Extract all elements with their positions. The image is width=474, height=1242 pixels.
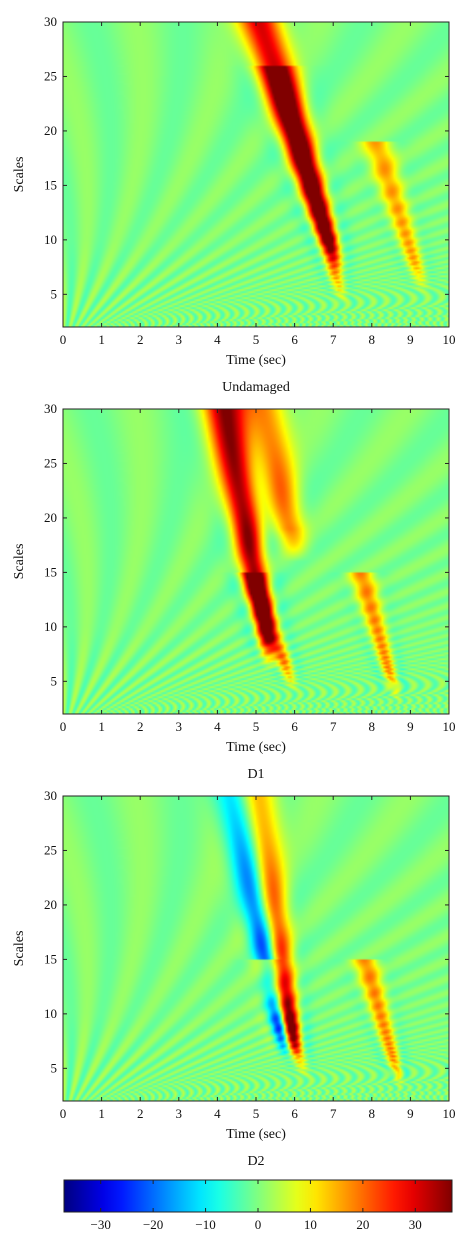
panel-caption: D2 xyxy=(247,1154,264,1169)
x-tick-label: 9 xyxy=(407,719,414,734)
x-tick-label: 8 xyxy=(369,1106,376,1121)
x-tick-label: 4 xyxy=(214,332,221,347)
x-tick-label: 1 xyxy=(98,719,105,734)
y-axis-label: Scales xyxy=(12,931,27,967)
x-tick-label: 4 xyxy=(214,1106,221,1121)
x-tick-label: 3 xyxy=(176,332,183,347)
y-axis-label: Scales xyxy=(12,157,27,193)
x-tick-label: 2 xyxy=(137,332,144,347)
x-tick-label: 10 xyxy=(443,1106,456,1121)
colorbar-tick-label: −30 xyxy=(91,1217,111,1232)
y-tick-label: 10 xyxy=(44,1006,57,1021)
x-tick-label: 2 xyxy=(137,1106,144,1121)
heatmap-panel-3: 0 1 2 3 4 5 6 7 8 9 10 5 10 15 20 25 30 Time (sec) Scales D… xyxy=(12,788,456,1169)
x-tick-label: 10 xyxy=(443,332,456,347)
y-axis-label: Scales xyxy=(12,544,27,580)
heatmap-panel-1: 0 1 2 3 4 5 6 7 8 9 10 5 10 15 20 25 30 Time (sec) Scales U… xyxy=(12,14,456,395)
y-tick-label: 30 xyxy=(44,401,57,416)
colorbar-gradient xyxy=(64,1180,452,1212)
colorbar-tick-label: 30 xyxy=(409,1217,422,1232)
colorbar: −30 −20 −10 0 10 20 30 xyxy=(63,1179,453,1232)
x-tick-label: 5 xyxy=(253,719,260,734)
x-tick-label: 0 xyxy=(60,1106,67,1121)
colorbar-tick-label: −20 xyxy=(143,1217,163,1232)
x-tick-label: 0 xyxy=(60,719,67,734)
y-tick-label: 15 xyxy=(44,564,57,579)
y-tick-label: 25 xyxy=(44,68,57,83)
x-tick-label: 6 xyxy=(291,1106,298,1121)
x-tick-label: 8 xyxy=(369,332,376,347)
y-tick-label: 5 xyxy=(51,673,58,688)
y-tick-label: 20 xyxy=(44,897,57,912)
y-tick-label: 30 xyxy=(44,14,57,29)
y-tick-label: 10 xyxy=(44,619,57,634)
y-tick-label: 25 xyxy=(44,455,57,470)
x-tick-label: 1 xyxy=(98,332,105,347)
y-tick-label: 5 xyxy=(51,286,58,301)
x-tick-label: 3 xyxy=(176,719,183,734)
heatmap-image xyxy=(63,22,449,327)
x-tick-label: 6 xyxy=(291,332,298,347)
x-tick-label: 7 xyxy=(330,1106,337,1121)
x-axis-label: Time (sec) xyxy=(226,1127,286,1142)
x-axis-label: Time (sec) xyxy=(226,353,286,368)
y-tick-label: 15 xyxy=(44,951,57,966)
x-tick-label: 0 xyxy=(60,332,67,347)
y-tick-label: 20 xyxy=(44,510,57,525)
panel-caption: Undamaged xyxy=(222,380,290,395)
y-tick-label: 30 xyxy=(44,788,57,803)
x-tick-label: 4 xyxy=(214,719,221,734)
colorbar-tick-label: 20 xyxy=(356,1217,369,1232)
y-tick-label: 10 xyxy=(44,232,57,247)
y-tick-label: 20 xyxy=(44,123,57,138)
colorbar-tick-label: 10 xyxy=(304,1217,317,1232)
x-tick-label: 2 xyxy=(137,719,144,734)
panel-caption: D1 xyxy=(247,767,264,782)
colorbar-tick-label: 0 xyxy=(255,1217,262,1232)
x-tick-label: 7 xyxy=(330,719,337,734)
x-tick-label: 3 xyxy=(176,1106,183,1121)
y-tick-label: 5 xyxy=(51,1060,58,1075)
x-tick-label: 7 xyxy=(330,332,337,347)
colorbar-tick-label: −10 xyxy=(195,1217,215,1232)
x-tick-label: 8 xyxy=(369,719,376,734)
x-tick-label: 9 xyxy=(407,1106,414,1121)
x-axis-label: Time (sec) xyxy=(226,740,286,755)
x-tick-label: 5 xyxy=(253,1106,260,1121)
x-tick-label: 1 xyxy=(98,1106,105,1121)
heatmap-panel-2: 0 1 2 3 4 5 6 7 8 9 10 5 10 15 20 25 30 Time (sec) Scales D… xyxy=(12,401,456,782)
y-tick-label: 15 xyxy=(44,177,57,192)
x-tick-label: 9 xyxy=(407,332,414,347)
x-tick-label: 10 xyxy=(443,719,456,734)
y-tick-label: 25 xyxy=(44,842,57,857)
x-tick-label: 6 xyxy=(291,719,298,734)
heatmap-image xyxy=(63,796,449,1101)
heatmap-image xyxy=(63,409,449,714)
x-tick-label: 5 xyxy=(253,332,260,347)
